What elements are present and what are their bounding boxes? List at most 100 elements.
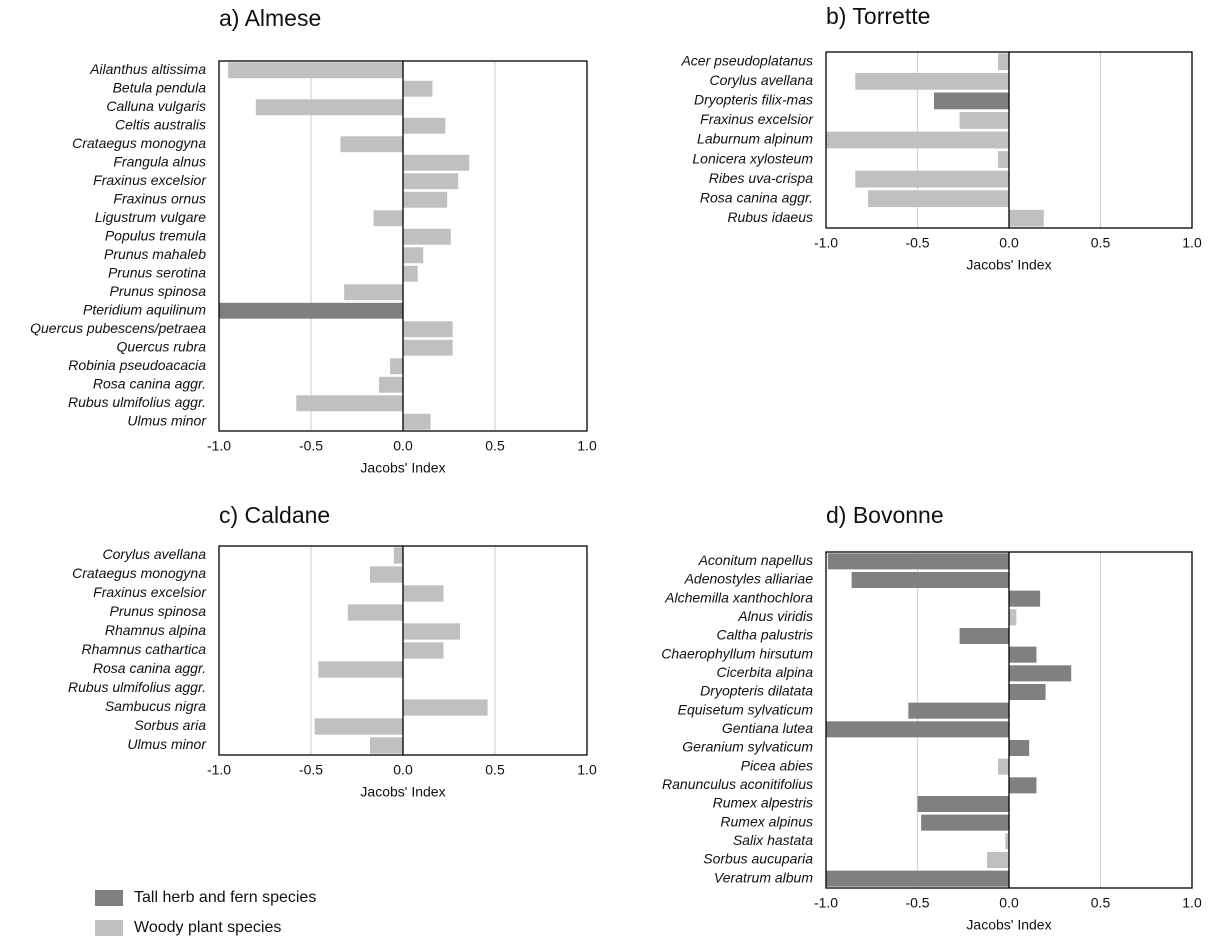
bar	[369, 566, 403, 583]
bar	[403, 642, 444, 659]
category-label: Alnus viridis	[737, 608, 813, 624]
category-label: Rubus idaeus	[727, 209, 813, 225]
x-axis-label: Jacobs' Index	[360, 784, 445, 800]
category-label: Prunus spinosa	[109, 603, 206, 619]
category-label: Rosa canina aggr.	[93, 375, 206, 391]
x-tick-label: 0.0	[393, 762, 413, 778]
bar	[1009, 683, 1046, 701]
panel-title: a) Almese	[219, 5, 321, 31]
x-tick-label: 0.0	[393, 438, 413, 454]
panel-title: d) Bovonne	[826, 502, 944, 528]
bar	[340, 136, 403, 153]
bar	[403, 228, 451, 245]
category-label: Rosa canina aggr.	[700, 189, 813, 205]
category-label: Cicerbita alpina	[717, 664, 814, 680]
legend-swatch	[95, 920, 123, 936]
category-label: Alchemilla xanthochlora	[664, 589, 813, 605]
legend-label: Woody plant species	[134, 919, 281, 936]
bar	[855, 72, 1009, 90]
x-tick-label: -0.5	[299, 438, 323, 454]
category-label: Prunus serotina	[108, 264, 206, 280]
bar	[403, 154, 470, 171]
category-label: Rubus ulmifolius aggr.	[68, 394, 206, 410]
bar	[347, 604, 403, 621]
category-label: Ligustrum vulgare	[95, 209, 206, 225]
category-label: Corylus avellana	[710, 72, 814, 88]
category-label: Picea abies	[741, 757, 813, 773]
x-tick-label: 0.5	[1091, 895, 1111, 911]
x-tick-label: -1.0	[207, 438, 231, 454]
category-label: Ulmus minor	[127, 412, 207, 428]
bar	[318, 661, 403, 678]
category-label: Quercus pubescens/petraea	[30, 320, 206, 336]
bar	[393, 547, 403, 564]
category-label: Veratrum album	[714, 869, 813, 885]
category-label: Lonicera xylosteum	[692, 150, 813, 166]
category-label: Ailanthus altissima	[89, 61, 206, 77]
bar	[826, 721, 1009, 738]
category-label: Rhamnus alpina	[105, 622, 206, 638]
x-tick-label: 0.5	[485, 438, 505, 454]
panel-title: c) Caldane	[219, 502, 330, 528]
x-tick-label: -1.0	[207, 762, 231, 778]
category-label: Quercus rubra	[117, 338, 207, 354]
category-label: Equisetum sylvaticum	[678, 701, 814, 717]
category-label: Chaerophyllum hirsutum	[661, 645, 813, 661]
bar	[344, 284, 403, 301]
bar	[826, 870, 1009, 887]
category-label: Rosa canina aggr.	[93, 660, 206, 676]
bar	[1009, 590, 1041, 607]
bar	[369, 737, 403, 754]
category-label: Sorbus aucuparia	[703, 851, 813, 867]
category-label: Caltha palustris	[717, 627, 814, 643]
bar	[959, 627, 1009, 645]
category-label: Fraxinus excelsior	[93, 172, 207, 188]
bar	[228, 62, 403, 79]
x-tick-label: 0.5	[1091, 235, 1111, 251]
bar	[403, 623, 461, 640]
category-label: Calluna vulgaris	[106, 98, 206, 114]
bar	[296, 395, 403, 412]
plot-frame	[218, 60, 588, 432]
category-label: Betula pendula	[113, 79, 207, 95]
plot-frame	[825, 51, 1193, 229]
bar	[403, 173, 459, 190]
bar	[987, 851, 1009, 869]
category-label: Robinia pseudoacacia	[68, 357, 206, 373]
x-tick-label: 1.0	[1182, 235, 1202, 251]
category-label: Salix hastata	[733, 832, 813, 848]
legend-label: Tall herb and fern species	[134, 889, 316, 906]
category-label: Gentiana lutea	[722, 720, 813, 736]
category-label: Frangula alnus	[113, 153, 206, 169]
bar	[851, 571, 1009, 589]
bar	[1009, 665, 1072, 682]
legend-swatch	[95, 890, 123, 906]
panel-title: b) Torrette	[826, 3, 930, 29]
category-label: Dryopteris dilatata	[700, 683, 813, 699]
category-label: Rhamnus cathartica	[81, 641, 206, 657]
x-tick-label: -0.5	[905, 895, 929, 911]
bar	[826, 131, 1009, 149]
category-label: Pteridium aquilinum	[83, 301, 206, 317]
bar	[403, 339, 453, 356]
bar	[255, 99, 403, 116]
bar	[403, 247, 424, 264]
x-tick-label: -1.0	[814, 235, 838, 251]
category-label: Prunus mahaleb	[104, 246, 206, 262]
category-label: Sorbus aria	[134, 717, 206, 733]
bar	[959, 112, 1009, 129]
bar	[998, 53, 1009, 71]
x-tick-label: 1.0	[577, 438, 597, 454]
plot-frame	[825, 551, 1193, 889]
x-axis-label: Jacobs' Index	[966, 257, 1051, 273]
bar	[827, 553, 1009, 570]
category-label: Laburnum alpinum	[697, 131, 813, 147]
bar	[403, 699, 488, 716]
x-tick-label: -1.0	[814, 895, 838, 911]
category-label: Dryopteris filix-mas	[694, 92, 813, 108]
bar	[379, 376, 403, 393]
x-tick-label: -0.5	[905, 235, 929, 251]
category-label: Ulmus minor	[127, 736, 207, 752]
category-label: Celtis australis	[115, 116, 206, 132]
